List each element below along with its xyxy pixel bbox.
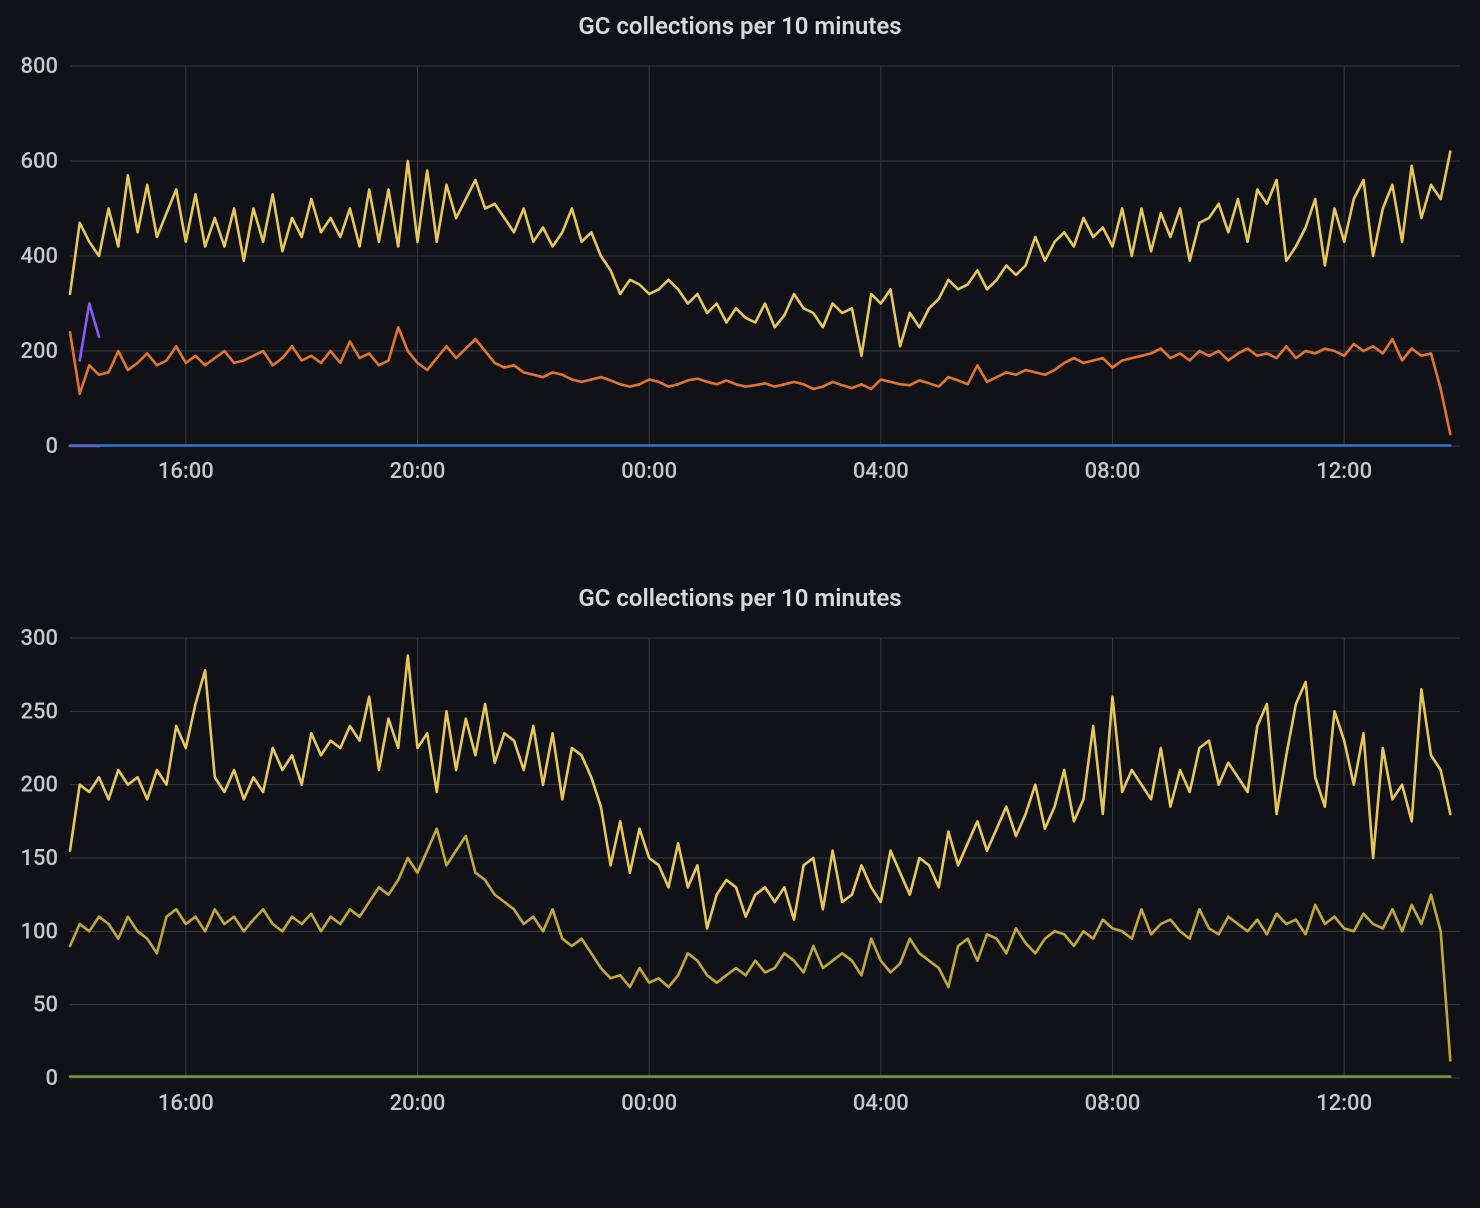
series-yellow[interactable] — [70, 152, 1450, 356]
y-tick-label: 100 — [20, 919, 58, 944]
y-tick-label: 600 — [20, 149, 58, 174]
x-tick-label: 08:00 — [1085, 459, 1141, 484]
chart-bottom[interactable]: 0 50 100 150 200 250 300 16:00 20:00 00:00 04:00 08… — [0, 618, 1480, 1148]
chart-top[interactable]: 0 200 400 600 800 16:00 20:00 00:00 04:00 08:00 12… — [0, 46, 1480, 506]
series-orange[interactable] — [70, 327, 1450, 434]
y-tick-label: 800 — [20, 54, 58, 79]
x-tick-label: 20:00 — [390, 459, 446, 484]
x-tick-label: 00:00 — [621, 459, 677, 484]
series-short-purple[interactable] — [80, 304, 99, 361]
x-tick-label: 04:00 — [853, 1091, 909, 1116]
x-tick-label: 16:00 — [158, 459, 214, 484]
x-tick-label: 12:00 — [1316, 1091, 1372, 1116]
x-tick-label: 08:00 — [1085, 1091, 1141, 1116]
y-tick-label: 300 — [20, 626, 58, 651]
x-tick-label: 04:00 — [853, 459, 909, 484]
panel-gc-bottom: GC collections per 10 minutes 0 50 100 150 2… — [0, 576, 1480, 1148]
y-tick-label: 0 — [45, 1066, 58, 1091]
x-tick-label: 00:00 — [621, 1091, 677, 1116]
panel-title: GC collections per 10 minutes — [0, 4, 1480, 46]
y-tick-label: 150 — [20, 846, 58, 871]
series-bright-yellow[interactable] — [70, 656, 1450, 929]
x-tick-label: 20:00 — [390, 1091, 446, 1116]
y-tick-label: 250 — [20, 699, 58, 724]
y-tick-label: 50 — [33, 993, 58, 1018]
panel-title: GC collections per 10 minutes — [0, 576, 1480, 618]
y-tick-label: 200 — [20, 339, 58, 364]
series-darker-yellow[interactable] — [70, 829, 1450, 1061]
y-tick-label: 400 — [20, 244, 58, 269]
panel-gc-top: GC collections per 10 minutes 0 200 400 600… — [0, 0, 1480, 506]
y-tick-label: 0 — [45, 434, 58, 459]
x-tick-label: 16:00 — [158, 1091, 214, 1116]
x-tick-label: 12:00 — [1316, 459, 1372, 484]
y-tick-label: 200 — [20, 773, 58, 798]
